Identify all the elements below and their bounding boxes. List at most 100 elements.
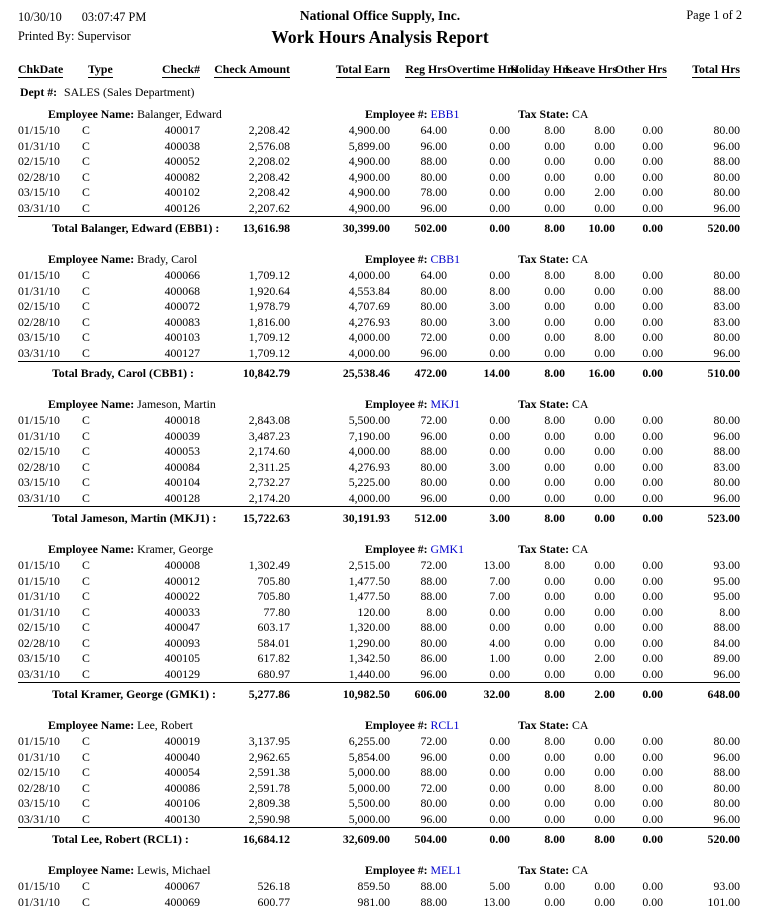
cell-total-earn: 5,500.00 (290, 796, 390, 812)
total-reg-hrs: 502.00 (390, 217, 447, 239)
cell-check-amount: 600.77 (200, 895, 290, 910)
cell-check-amount: 2,207.62 (200, 201, 290, 217)
col-header-label: Check# (162, 62, 200, 78)
col-header-label: Leave Hrs (565, 62, 617, 78)
cell-reg-hrs: 96.00 (390, 346, 447, 362)
cell-type: C (82, 429, 124, 445)
cell-chk-date: 02/28/10 (18, 460, 82, 476)
cell-check-number: 400067 (124, 879, 200, 895)
cell-chk-date: 01/31/10 (18, 589, 82, 605)
col-header-total-hrs: Total Hrs (663, 62, 740, 82)
cell-other-hrs: 0.00 (615, 185, 663, 201)
cell-reg-hrs: 80.00 (390, 475, 447, 491)
total-total-earn: 32,609.00 (290, 828, 390, 850)
cell-total-hrs: 80.00 (663, 170, 740, 186)
cell-leave-hrs: 0.00 (565, 429, 615, 445)
employee-total-label: Total Brady, Carol (CBB1) : (18, 362, 200, 384)
company-name: National Office Supply, Inc. (168, 8, 592, 24)
cell-check-amount: 1,816.00 (200, 315, 290, 331)
cell-leave-hrs: 0.00 (565, 444, 615, 460)
employee-number-link[interactable]: CBB1 (431, 252, 461, 266)
spacer-row (18, 528, 740, 537)
cell-check-amount: 1,709.12 (200, 346, 290, 362)
dept-value: SALES (Sales Department) (64, 85, 194, 99)
cell-check-number: 400127 (124, 346, 200, 362)
employee-number-link[interactable]: GMK1 (431, 542, 464, 556)
cell-holiday-hrs: 0.00 (510, 796, 565, 812)
cell-check-number: 400105 (124, 651, 200, 667)
cell-total-earn: 4,900.00 (290, 154, 390, 170)
cell-overtime-hrs: 5.00 (447, 879, 510, 895)
employee-number-group: Employee #: EBB1 (365, 107, 459, 122)
cell-reg-hrs: 80.00 (390, 299, 447, 315)
cell-total-hrs: 80.00 (663, 330, 740, 346)
col-header-label: ChkDate (18, 62, 63, 78)
tax-state-label: Tax State: (518, 107, 569, 121)
employee-number-link[interactable]: MEL1 (431, 863, 462, 877)
cell-check-number: 400103 (124, 330, 200, 346)
cell-type: C (82, 299, 124, 315)
cell-overtime-hrs: 0.00 (447, 201, 510, 217)
employee-number-link[interactable]: RCL1 (431, 718, 460, 732)
cell-check-number: 400084 (124, 460, 200, 476)
cell-check-amount: 2,208.02 (200, 154, 290, 170)
cell-reg-hrs: 80.00 (390, 460, 447, 476)
cell-chk-date: 02/15/10 (18, 154, 82, 170)
print-datetime: 10/30/10 03:07:47 PM (18, 8, 168, 27)
employee-number-link[interactable]: MKJ1 (431, 397, 461, 411)
cell-type: C (82, 491, 124, 507)
total-total-hrs: 520.00 (663, 828, 740, 850)
cell-type: C (82, 750, 124, 766)
cell-total-earn: 4,000.00 (290, 346, 390, 362)
cell-total-earn: 1,290.00 (290, 636, 390, 652)
employee-name: Lee, Robert (137, 718, 193, 732)
cell-other-hrs: 0.00 (615, 765, 663, 781)
cell-check-amount: 2,174.20 (200, 491, 290, 507)
cell-total-hrs: 80.00 (663, 268, 740, 284)
cell-type: C (82, 154, 124, 170)
cell-chk-date: 01/15/10 (18, 734, 82, 750)
cell-check-number: 400066 (124, 268, 200, 284)
cell-check-amount: 2,311.25 (200, 460, 290, 476)
cell-total-earn: 5,000.00 (290, 781, 390, 797)
total-total-hrs: 520.00 (663, 217, 740, 239)
cell-chk-date: 02/28/10 (18, 315, 82, 331)
cell-check-number: 400040 (124, 750, 200, 766)
employee-total-label: Total Balanger, Edward (EBB1) : (18, 217, 200, 239)
cell-total-hrs: 80.00 (663, 781, 740, 797)
cell-type: C (82, 636, 124, 652)
cell-type: C (82, 268, 124, 284)
cell-holiday-hrs: 0.00 (510, 139, 565, 155)
spacer-row (18, 704, 740, 713)
cell-holiday-hrs: 0.00 (510, 636, 565, 652)
total-leave-hrs: 2.00 (565, 683, 615, 705)
cell-check-number: 400008 (124, 558, 200, 574)
cell-type: C (82, 139, 124, 155)
cell-total-hrs: 83.00 (663, 299, 740, 315)
cell-chk-date: 02/28/10 (18, 781, 82, 797)
col-header-check-number: Check# (124, 62, 200, 82)
cell-overtime-hrs: 0.00 (447, 620, 510, 636)
cell-reg-hrs: 88.00 (390, 574, 447, 590)
cell-other-hrs: 0.00 (615, 750, 663, 766)
col-header-reg-hrs: Reg Hrs (390, 62, 447, 82)
cell-total-hrs: 83.00 (663, 315, 740, 331)
cell-leave-hrs: 8.00 (565, 330, 615, 346)
cell-holiday-hrs: 0.00 (510, 444, 565, 460)
total-other-hrs: 0.00 (615, 362, 663, 384)
cell-total-earn: 4,276.93 (290, 460, 390, 476)
cell-overtime-hrs: 0.00 (447, 475, 510, 491)
employee-number-link[interactable]: EBB1 (431, 107, 460, 121)
